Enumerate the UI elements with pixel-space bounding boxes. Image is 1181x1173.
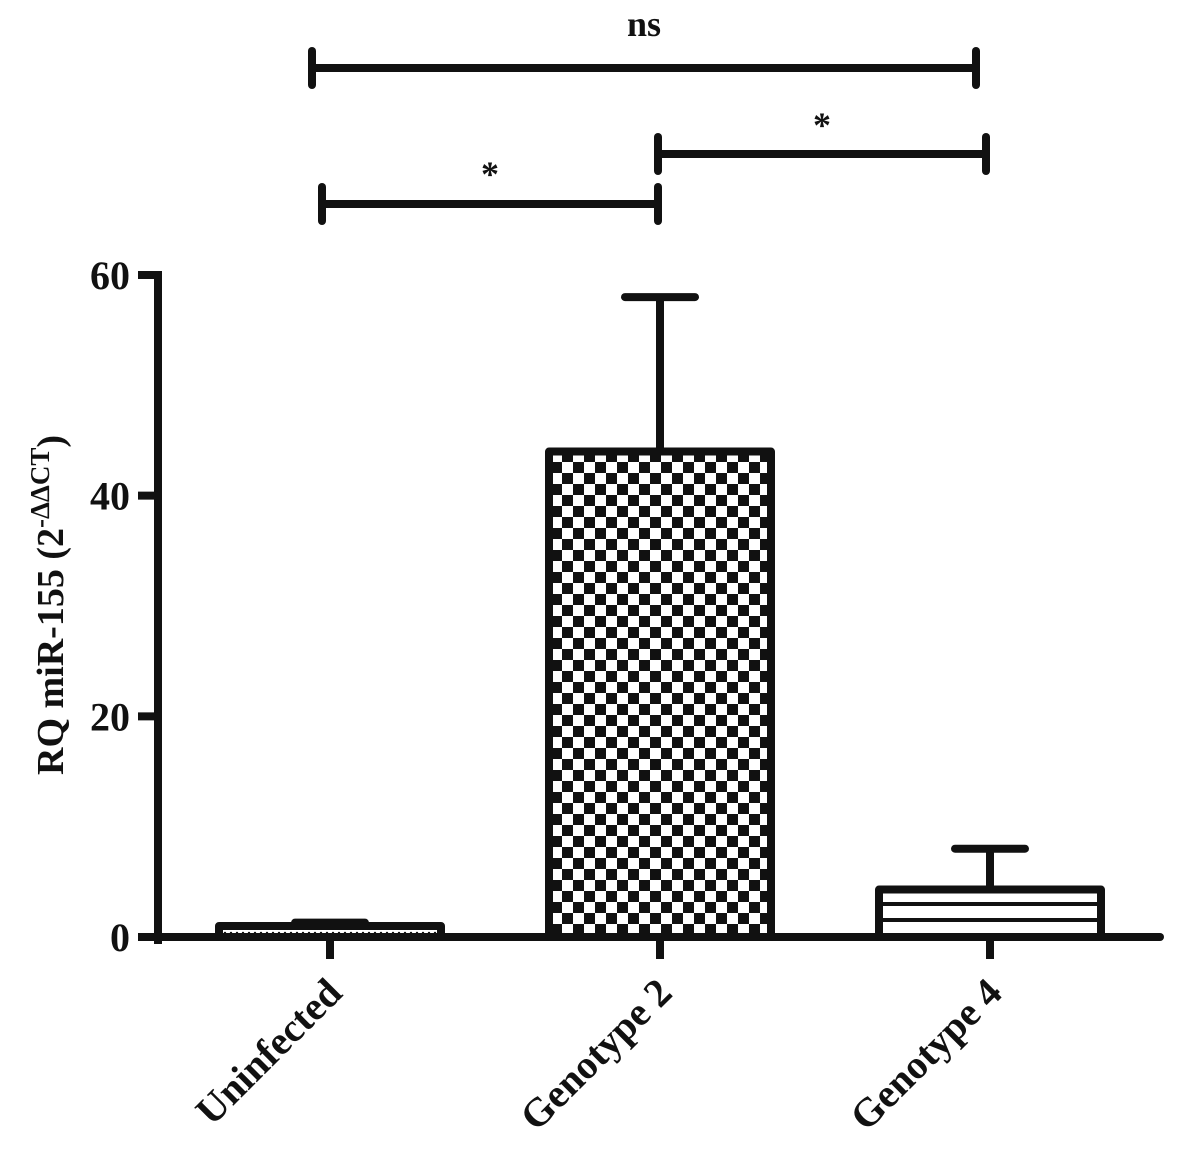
y-axis-label-superscript: -ΔΔCT — [25, 448, 55, 528]
bar — [875, 885, 1105, 941]
x-tick-label: Uninfected — [187, 970, 351, 1134]
significance-label: ns — [627, 4, 661, 44]
y-tick-label: 60 — [90, 253, 130, 298]
bar — [545, 447, 775, 941]
significance-brackets: ns * * — [308, 4, 990, 225]
x-tick-label: Genotype 4 — [841, 970, 1010, 1139]
y-tick-label: 0 — [110, 915, 130, 960]
significance-label: * — [813, 105, 831, 145]
bar — [215, 921, 445, 942]
y-tick-label: 20 — [90, 694, 130, 739]
y-tick-label: 40 — [90, 474, 130, 519]
significance-label: * — [481, 154, 499, 194]
y-axis-label-close: ) — [30, 435, 72, 448]
y-axis-label-main: RQ miR-155 (2 — [30, 528, 72, 775]
y-axis-label: RQ miR-155 (2-ΔΔCT) — [25, 435, 72, 775]
x-tick-label: Genotype 2 — [511, 970, 680, 1139]
bars — [215, 293, 1105, 942]
